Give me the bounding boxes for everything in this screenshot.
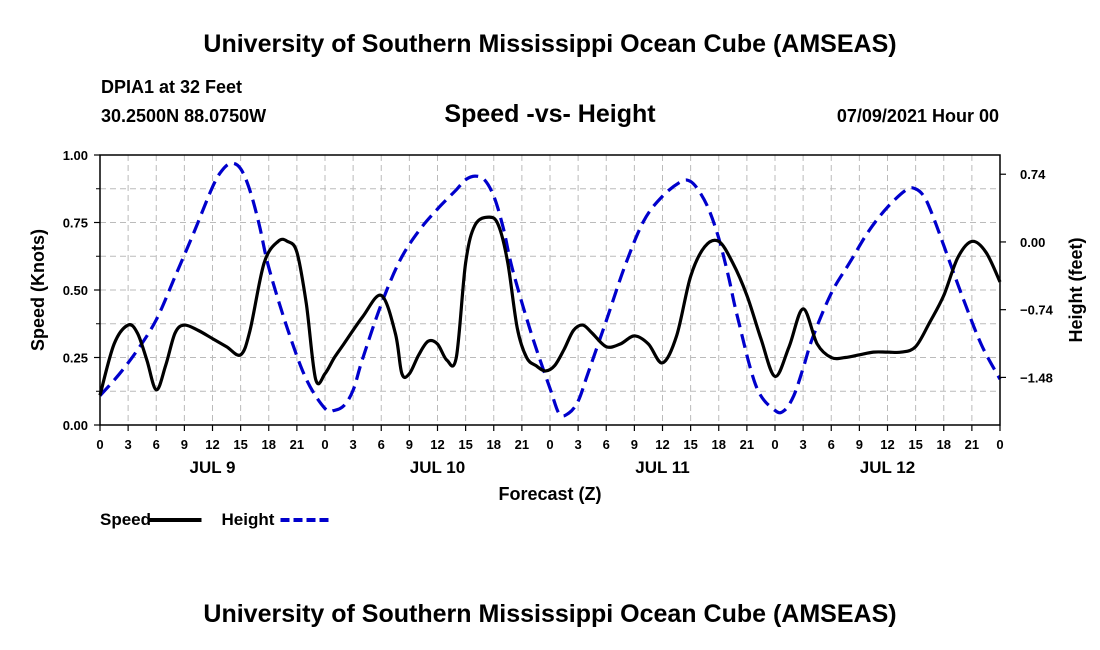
x-tick-label: 3: [575, 437, 582, 452]
y2-axis-label: Height (feet): [1066, 238, 1086, 343]
x-tick-label: 3: [800, 437, 807, 452]
x-tick-label: 0: [96, 437, 103, 452]
x-tick-label: 0: [996, 437, 1003, 452]
legend-label: Speed: [100, 510, 151, 529]
x-tick-label: 21: [290, 437, 304, 452]
coordinates-label: 30.2500N 88.0750W: [101, 106, 267, 126]
x-tick-label: 12: [430, 437, 444, 452]
y2-tick-label: −1.48: [1020, 370, 1053, 385]
x-tick-label: 12: [880, 437, 894, 452]
x-tick-label: 15: [683, 437, 697, 452]
legend: Speed Height: [100, 510, 333, 529]
x-tick-label: 18: [487, 437, 501, 452]
x-tick-label: 0: [771, 437, 778, 452]
y2-tick-label: 0.00: [1020, 235, 1045, 250]
x-tick-label: 21: [515, 437, 529, 452]
x-tick-label: 21: [965, 437, 979, 452]
x-tick-label: 18: [712, 437, 726, 452]
series-line-height: [98, 161, 1002, 418]
x-tick-label: 0: [321, 437, 328, 452]
x-tick-label: 12: [205, 437, 219, 452]
y-tick-label: 0.50: [63, 283, 88, 298]
y-tick-label: 0.00: [63, 418, 88, 433]
day-label: JUL 9: [190, 458, 236, 477]
x-axis-label: Forecast (Z): [498, 484, 601, 504]
x-tick-label: 6: [603, 437, 610, 452]
x-tick-label: 9: [856, 437, 863, 452]
day-label: JUL 10: [410, 458, 465, 477]
y2-tick-label: 0.74: [1020, 167, 1046, 182]
day-label: JUL 11: [635, 458, 690, 477]
x-tick-label: 18: [937, 437, 951, 452]
y2-tick-label: −0.74: [1020, 303, 1054, 318]
y-axis-label: Speed (Knots): [28, 229, 48, 351]
chart-title: Speed -vs- Height: [444, 100, 656, 128]
bottom-title: University of Southern Mississippi Ocean…: [203, 600, 897, 628]
grid-lines: [100, 155, 1000, 425]
x-tick-label: 15: [233, 437, 247, 452]
day-label: JUL 12: [860, 458, 915, 477]
station-label: DPIA1 at 32 Feet: [101, 77, 243, 97]
x-tick-label: 9: [406, 437, 413, 452]
x-axis: 0 3 6 9 12 15 18 21 0 3 6 9 12 15 18 21 0 3 6 9 12 15 18 21 0 3 6 9…: [96, 425, 1004, 452]
x-tick-label: 6: [828, 437, 835, 452]
day-labels: JUL 9 JUL 10 JUL 11 JUL 12: [190, 458, 916, 477]
top-title: University of Southern Mississippi Ocean…: [203, 30, 897, 58]
x-tick-label: 12: [655, 437, 669, 452]
y-tick-label: 1.00: [63, 148, 88, 163]
x-tick-label: 15: [458, 437, 472, 452]
x-tick-label: 6: [378, 437, 385, 452]
x-tick-label: 18: [262, 437, 276, 452]
x-tick-label: 0: [546, 437, 553, 452]
x-tick-label: 6: [153, 437, 160, 452]
series-layer: [98, 161, 1002, 418]
x-tick-label: 9: [181, 437, 188, 452]
datetime-label: 07/09/2021 Hour 00: [836, 106, 999, 126]
x-tick-label: 15: [908, 437, 922, 452]
y-tick-label: 0.75: [63, 216, 88, 231]
y-axis-right: 0.74 0.00 −0.74 −1.48: [1000, 167, 1054, 385]
x-tick-label: 3: [125, 437, 132, 452]
x-tick-label: 3: [350, 437, 357, 452]
y-axis-left: 0.00 0.25 0.50 0.75 1.00: [63, 148, 100, 433]
x-tick-label: 9: [631, 437, 638, 452]
series-line-speed: [98, 215, 1002, 396]
x-tick-label: 21: [740, 437, 754, 452]
y-tick-label: 0.25: [63, 351, 88, 366]
legend-label: Height: [222, 510, 275, 529]
